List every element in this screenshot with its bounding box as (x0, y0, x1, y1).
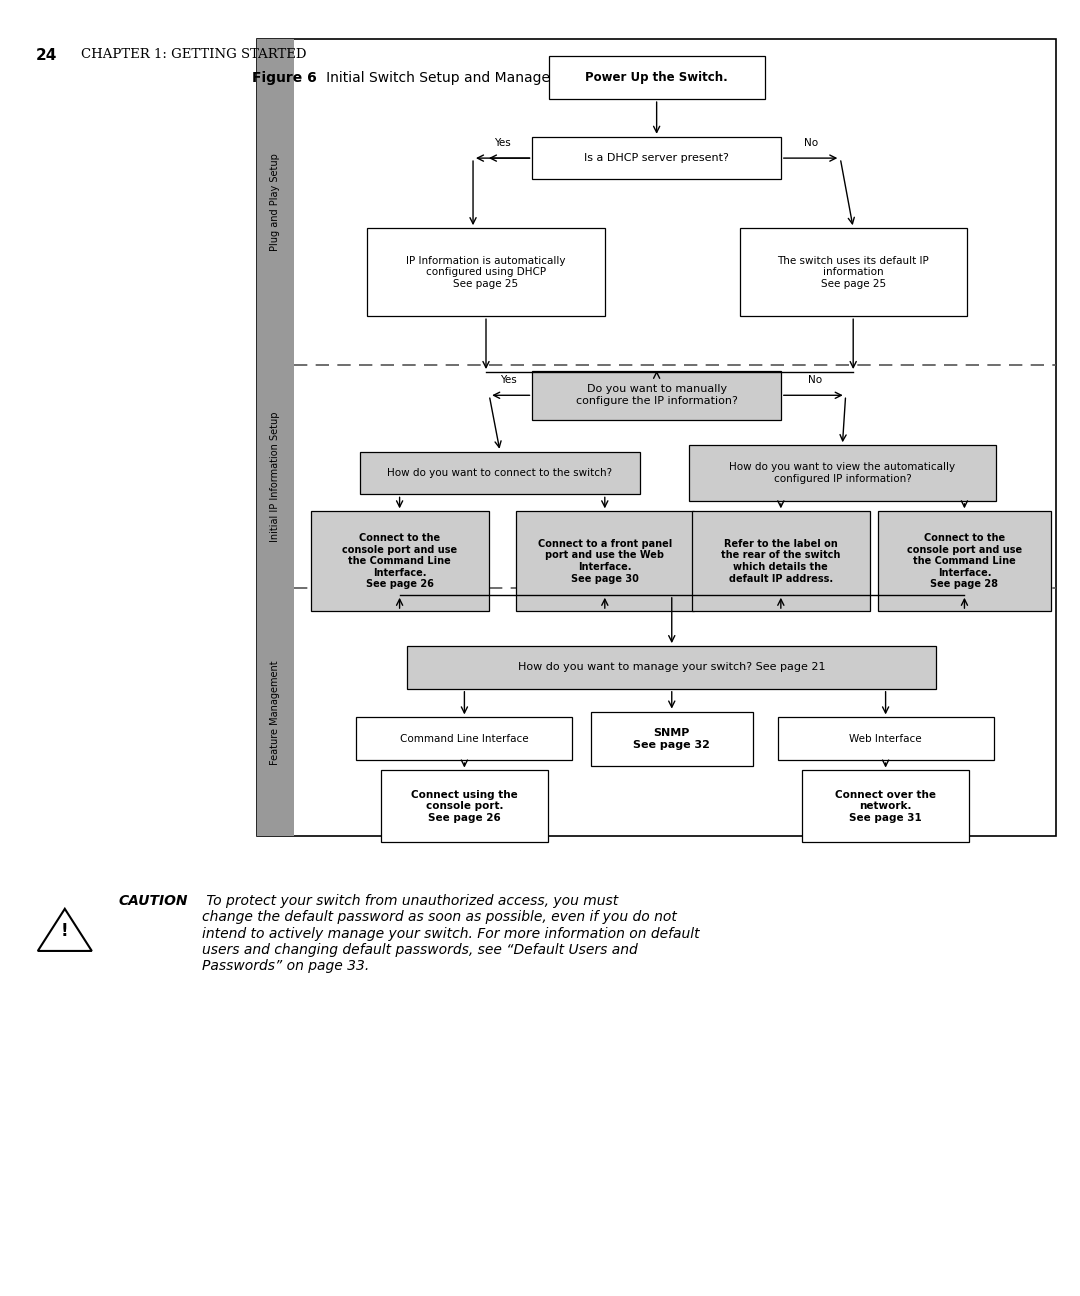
Text: 24: 24 (36, 48, 57, 64)
Bar (532, 371, 781, 420)
Bar (356, 718, 572, 759)
Bar (516, 512, 694, 612)
Text: Figure 6: Figure 6 (252, 71, 316, 86)
Bar (689, 446, 997, 502)
Text: To protect your switch from unauthorized access, you must
change the default pas: To protect your switch from unauthorized… (202, 894, 700, 973)
Bar (692, 512, 870, 612)
Bar (740, 228, 967, 316)
Text: Do you want to manually
configure the IP information?: Do you want to manually configure the IP… (576, 385, 738, 406)
Bar (549, 56, 765, 100)
Text: Initial Switch Setup and Management Flow Diagram: Initial Switch Setup and Management Flow… (313, 71, 687, 86)
Text: Connect over the
network.
See page 31: Connect over the network. See page 31 (835, 789, 936, 823)
Bar (257, 39, 1056, 836)
Text: IP Information is automatically
configured using DHCP
See page 25: IP Information is automatically configur… (406, 255, 566, 289)
Text: SNMP
See page 32: SNMP See page 32 (633, 728, 711, 749)
Text: !: ! (60, 921, 69, 940)
Bar (257, 39, 294, 836)
Text: Connect to the
console port and use
the Command Line
Interface.
See page 26: Connect to the console port and use the … (342, 533, 457, 590)
Text: Plug and Play Setup: Plug and Play Setup (270, 153, 281, 251)
Text: Feature Management: Feature Management (270, 661, 281, 765)
Text: CHAPTER 1: GETTING STARTED: CHAPTER 1: GETTING STARTED (81, 48, 307, 61)
Text: Connect to a front panel
port and use the Web
Interface.
See page 30: Connect to a front panel port and use th… (538, 539, 672, 583)
Text: How do you want to view the automatically
configured IP information?: How do you want to view the automaticall… (729, 463, 956, 483)
Text: How do you want to manage your switch? See page 21: How do you want to manage your switch? S… (518, 662, 825, 673)
Bar (380, 770, 548, 842)
Text: Web Interface: Web Interface (849, 734, 922, 744)
Text: Connect using the
console port.
See page 26: Connect using the console port. See page… (411, 789, 517, 823)
Text: Power Up the Switch.: Power Up the Switch. (585, 71, 728, 84)
Bar (532, 136, 781, 179)
Bar (801, 770, 970, 842)
Text: No: No (808, 375, 823, 385)
Text: Yes: Yes (494, 137, 511, 148)
Bar (778, 718, 994, 759)
Bar (360, 452, 640, 495)
Bar (878, 512, 1051, 612)
Text: Initial IP Information Setup: Initial IP Information Setup (270, 412, 281, 542)
Bar (367, 228, 605, 316)
Text: CAUTION: CAUTION (119, 894, 188, 908)
Text: Connect to the
console port and use
the Command Line
Interface.
See page 28: Connect to the console port and use the … (907, 533, 1022, 590)
Text: Refer to the label on
the rear of the switch
which details the
default IP addres: Refer to the label on the rear of the sw… (721, 539, 840, 583)
Text: No: No (804, 137, 819, 148)
Bar (591, 712, 753, 766)
Text: How do you want to connect to the switch?: How do you want to connect to the switch… (388, 468, 612, 478)
Text: Yes: Yes (500, 375, 517, 385)
Text: Command Line Interface: Command Line Interface (400, 734, 529, 744)
Text: The switch uses its default IP
information
See page 25: The switch uses its default IP informati… (778, 255, 929, 289)
Text: Is a DHCP server present?: Is a DHCP server present? (584, 153, 729, 163)
Bar (311, 512, 489, 612)
Bar (407, 647, 936, 689)
